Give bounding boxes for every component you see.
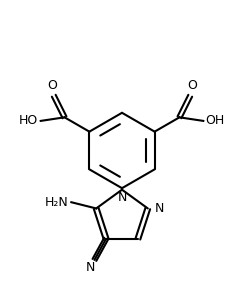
Text: O: O (187, 79, 197, 92)
Text: HO: HO (19, 114, 38, 127)
Text: N: N (154, 202, 164, 215)
Text: OH: OH (206, 114, 225, 127)
Text: H₂N: H₂N (45, 196, 69, 209)
Text: N: N (118, 191, 128, 204)
Text: N: N (85, 261, 95, 274)
Text: O: O (47, 79, 57, 92)
